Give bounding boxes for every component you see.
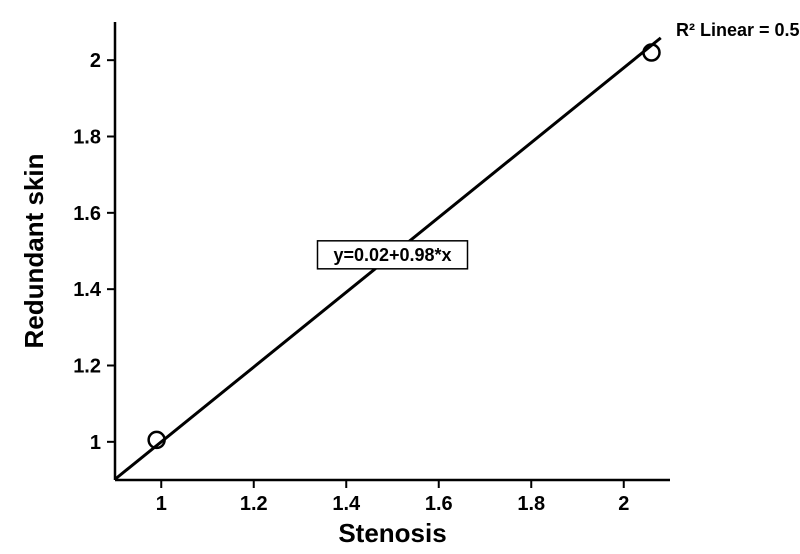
y-tick-label: 1 — [90, 432, 101, 454]
y-tick-label: 1.8 — [73, 127, 101, 149]
x-tick-label: 1 — [156, 493, 167, 515]
y-tick-label: 1.2 — [73, 356, 101, 378]
r-squared-label: R² Linear = 0.52 — [676, 20, 800, 40]
x-tick-label: 1.8 — [517, 493, 545, 515]
x-tick-label: 1.2 — [240, 493, 268, 515]
chart-svg: 1 1.2 1.4 1.6 1.8 2 1 1.2 1.4 1.6 1.8 2 Stenosis Redu… — [0, 0, 800, 554]
scatter-chart: 1 1.2 1.4 1.6 1.8 2 1 1.2 1.4 1.6 1.8 2 Stenosis Redu… — [0, 0, 800, 554]
x-tick-label: 1.4 — [332, 493, 361, 515]
x-tick-label: 2 — [618, 493, 629, 515]
x-tick-label: 1.6 — [425, 493, 453, 515]
y-tick-label: 2 — [90, 50, 101, 72]
y-axis-title: Redundant skin — [19, 153, 49, 348]
x-axis-title: Stenosis — [338, 518, 446, 548]
y-tick-label: 1.6 — [73, 203, 101, 225]
y-tick-label: 1.4 — [73, 279, 102, 301]
equation-label: y=0.02+0.98*x — [333, 245, 451, 265]
